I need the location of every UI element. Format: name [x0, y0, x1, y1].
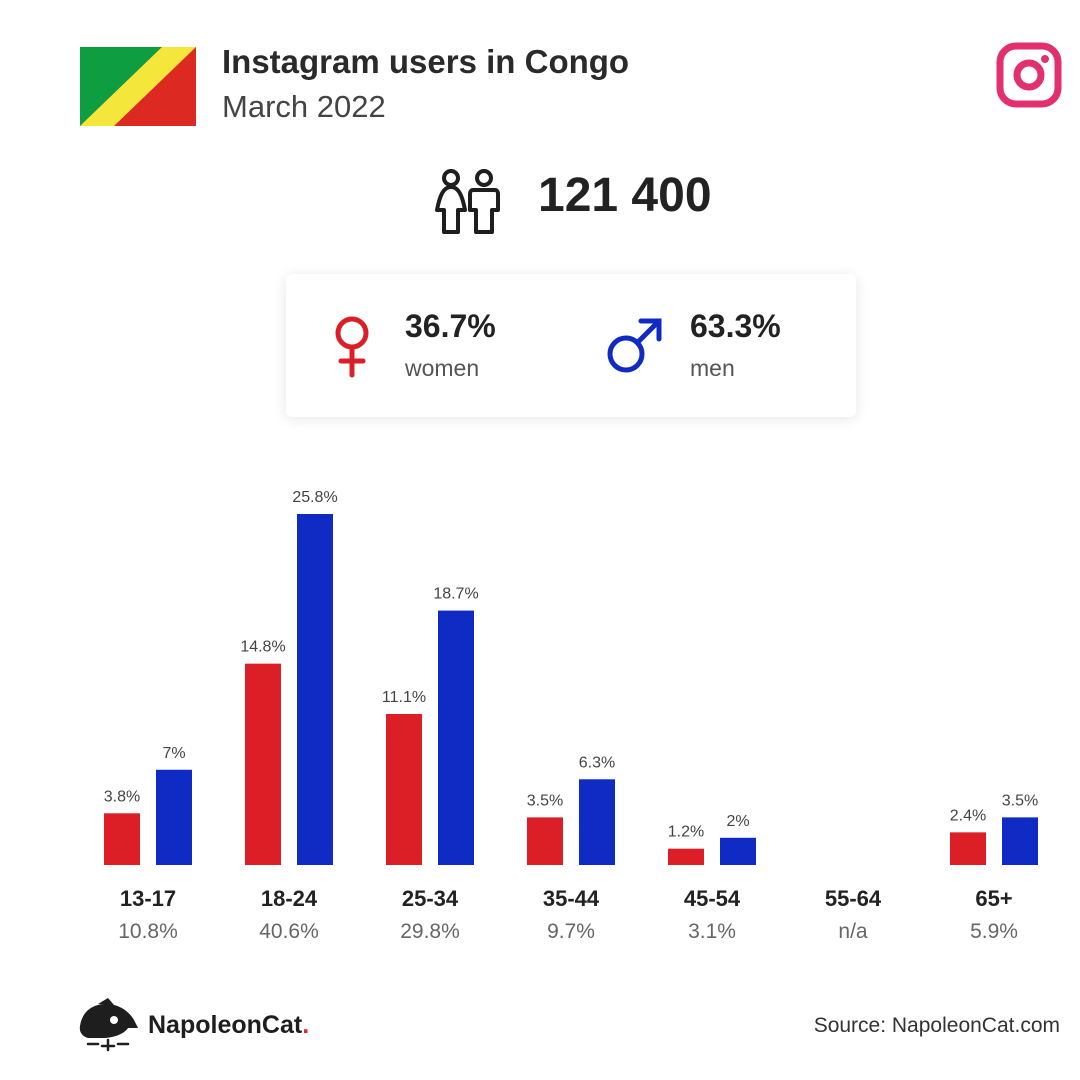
- age-category-total: 3.1%: [688, 920, 736, 943]
- age-category-total: n/a: [838, 920, 868, 943]
- women-value-label: 2.4%: [950, 807, 986, 824]
- age-category-total: 40.6%: [259, 920, 319, 943]
- age-category-total: 9.7%: [547, 920, 595, 943]
- male-symbol-icon: [607, 318, 662, 373]
- women-bar: [104, 813, 140, 865]
- men-bar: [297, 514, 333, 865]
- age-gender-bar-chart: 3.8% 7% 13-17 10.8% 14.8% 25.8% 18-24 40.6% 11.1…: [104, 489, 1038, 943]
- men-value-label: 2%: [726, 813, 749, 830]
- congo-flag-icon: [80, 47, 196, 126]
- men-value-label: 6.3%: [579, 754, 615, 771]
- women-value-label: 1.2%: [668, 824, 704, 841]
- page-title: Instagram users in Congo: [222, 43, 630, 80]
- women-bar: [668, 848, 704, 865]
- men-bar: [579, 779, 615, 865]
- napoleoncat-logo-icon: [79, 998, 138, 1052]
- women-bar: [386, 713, 422, 865]
- people-icon: [435, 169, 500, 234]
- men-value-label: 7%: [162, 745, 185, 762]
- men-bar: [720, 837, 756, 865]
- men-value-label: 18.7%: [433, 586, 478, 603]
- source-note: Source: NapoleonCat.com: [813, 1014, 1060, 1037]
- age-category-label: 65+: [975, 886, 1012, 911]
- women-bar: [950, 832, 986, 865]
- women-bar: [527, 817, 563, 865]
- age-category-label: 55-64: [825, 886, 882, 911]
- age-category-label: 18-24: [261, 886, 318, 911]
- napoleoncat-brand: NapoleonCat.: [148, 1011, 309, 1040]
- women-value-label: 14.8%: [240, 639, 285, 656]
- women-value-label: 11.1%: [382, 689, 426, 706]
- women-value-label: 3.5%: [527, 792, 563, 809]
- men-value-label: 25.8%: [292, 489, 337, 506]
- age-category-label: 25-34: [402, 886, 459, 911]
- men-label: men: [690, 355, 735, 381]
- brand-name: NapoleonCat: [148, 1011, 303, 1039]
- men-bar: [1002, 817, 1038, 865]
- age-category-label: 35-44: [543, 886, 600, 911]
- gender-split-card: 36.7% women 63.3% men: [286, 274, 856, 417]
- instagram-icon: [996, 42, 1062, 108]
- men-value-label: 3.5%: [1002, 792, 1038, 809]
- men-bar: [438, 610, 474, 865]
- total-users: 121 400: [538, 169, 712, 222]
- men-bar: [156, 769, 192, 865]
- age-category-total: 10.8%: [118, 920, 178, 943]
- female-symbol-icon: [335, 316, 369, 378]
- age-category-label: 13-17: [120, 886, 176, 911]
- women-value-label: 3.8%: [104, 788, 140, 805]
- age-category-total: 5.9%: [970, 920, 1018, 943]
- age-category-label: 45-54: [684, 886, 741, 911]
- brand-dot: .: [302, 1011, 310, 1039]
- women-bar: [245, 663, 281, 865]
- women-percentage: 36.7%: [405, 308, 496, 344]
- women-label: women: [405, 355, 480, 381]
- age-category-total: 29.8%: [400, 920, 460, 943]
- men-percentage: 63.3%: [690, 308, 781, 344]
- page-subtitle: March 2022: [222, 89, 386, 124]
